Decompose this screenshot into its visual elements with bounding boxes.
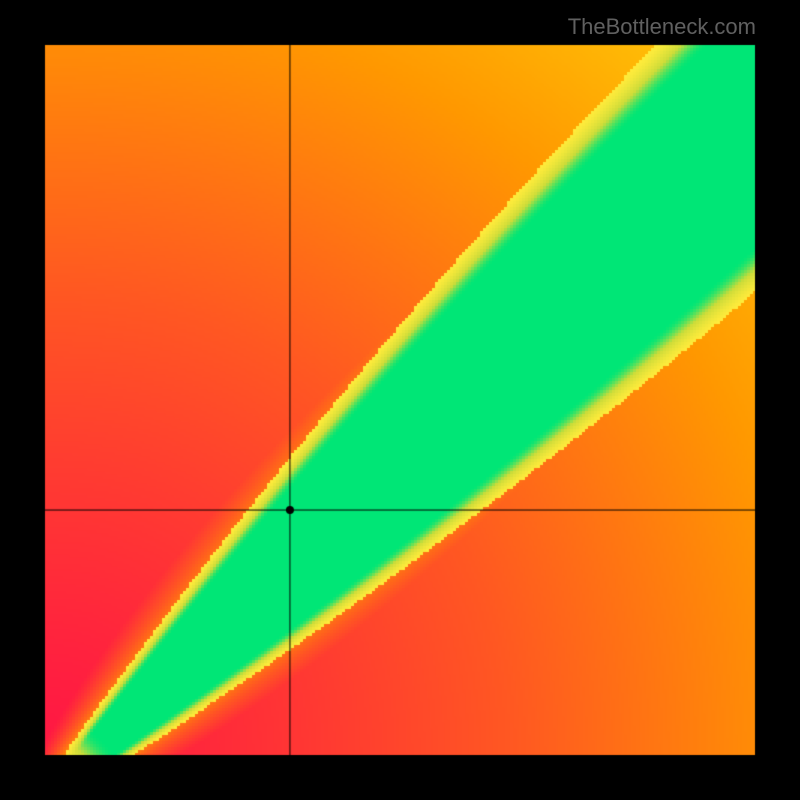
chart-container: TheBottleneck.com <box>0 0 800 800</box>
watermark-text: TheBottleneck.com <box>568 14 756 40</box>
bottleneck-heatmap <box>0 0 800 800</box>
